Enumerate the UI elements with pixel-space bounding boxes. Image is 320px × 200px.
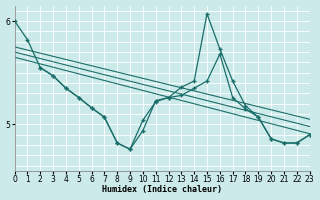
X-axis label: Humidex (Indice chaleur): Humidex (Indice chaleur): [102, 185, 222, 194]
